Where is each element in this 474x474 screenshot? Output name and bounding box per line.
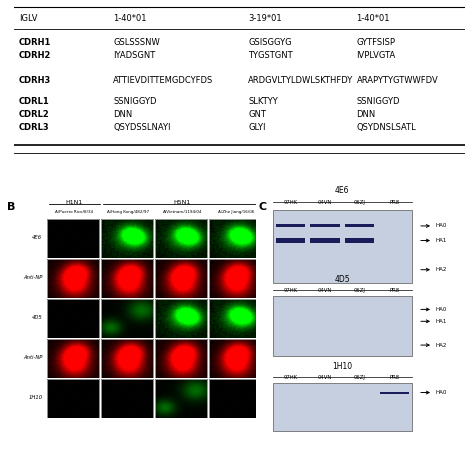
Text: PR8: PR8	[389, 200, 400, 205]
Text: HA1: HA1	[435, 319, 447, 324]
Bar	[345, 238, 374, 243]
Text: 06ZJ: 06ZJ	[354, 288, 365, 293]
Text: 4E6: 4E6	[32, 236, 43, 240]
Text: Anti-NP: Anti-NP	[23, 356, 43, 360]
Text: ARDGVLTYLDWLSKTHFDY: ARDGVLTYLDWLSKTHFDY	[248, 76, 354, 85]
Text: 1H10: 1H10	[28, 395, 43, 401]
Text: 4D5: 4D5	[32, 316, 43, 320]
Text: HA0: HA0	[435, 390, 447, 395]
Text: IVPLVGTA: IVPLVGTA	[356, 52, 396, 60]
Bar	[273, 296, 411, 356]
Text: SSNIGGYD: SSNIGGYD	[356, 97, 400, 106]
Bar	[210, 259, 262, 298]
Bar	[210, 219, 262, 258]
Bar	[155, 339, 208, 378]
Text: TYGSTGNT: TYGSTGNT	[248, 52, 293, 60]
Text: 06ZJ: 06ZJ	[354, 200, 365, 205]
Bar	[101, 379, 154, 418]
Text: HA2: HA2	[435, 267, 447, 272]
Text: GNT: GNT	[248, 110, 266, 119]
Text: 1-40*01: 1-40*01	[356, 14, 390, 22]
Bar	[101, 259, 154, 298]
Bar	[47, 339, 100, 378]
Bar	[276, 238, 305, 243]
Text: 97HK: 97HK	[283, 200, 297, 205]
Text: B: B	[7, 202, 16, 212]
Bar	[210, 339, 262, 378]
Text: CDRH1: CDRH1	[18, 38, 51, 47]
Bar	[47, 259, 100, 298]
Bar	[273, 210, 411, 283]
Bar	[155, 259, 208, 298]
Text: SLKTYY: SLKTYY	[248, 97, 278, 106]
Text: 1-40*01: 1-40*01	[113, 14, 147, 22]
Text: SSNIGGYD: SSNIGGYD	[113, 97, 157, 106]
Text: GSLSSSNW: GSLSSSNW	[113, 38, 160, 47]
Text: DNN: DNN	[356, 110, 376, 119]
Text: 04VN: 04VN	[318, 288, 332, 293]
Text: GYTFSISP: GYTFSISP	[356, 38, 395, 47]
Bar	[155, 379, 208, 418]
Bar	[47, 219, 100, 258]
Text: ATTIEVDITTEMGDCYFDS: ATTIEVDITTEMGDCYFDS	[113, 76, 213, 85]
Text: ARAPYTYGTWWFDV: ARAPYTYGTWWFDV	[356, 76, 438, 85]
Bar	[273, 383, 411, 431]
Text: C: C	[258, 202, 266, 212]
Text: PR8: PR8	[389, 374, 400, 380]
Text: DNN: DNN	[113, 110, 133, 119]
Bar	[47, 299, 100, 338]
Text: IYADSGNT: IYADSGNT	[113, 52, 155, 60]
Bar	[210, 299, 262, 338]
Text: H5N1: H5N1	[174, 201, 191, 205]
Text: PR8: PR8	[389, 288, 400, 293]
Text: GLYI: GLYI	[248, 124, 266, 132]
Bar	[310, 238, 339, 243]
Bar	[101, 339, 154, 378]
Text: CDRL2: CDRL2	[18, 110, 49, 119]
Text: QSYDNSLSATL: QSYDNSLSATL	[356, 124, 416, 132]
Text: QSYDSSLNAYI: QSYDSSLNAYI	[113, 124, 171, 132]
Text: CDRL3: CDRL3	[18, 124, 49, 132]
Text: CDRH2: CDRH2	[18, 52, 51, 60]
Bar	[101, 219, 154, 258]
Bar	[380, 392, 409, 393]
Bar	[155, 299, 208, 338]
Text: 97HK: 97HK	[283, 288, 297, 293]
Text: HA0: HA0	[435, 307, 447, 312]
Bar	[345, 225, 374, 228]
Text: A/Puerto Rico/8/34: A/Puerto Rico/8/34	[55, 210, 93, 214]
Text: 04VN: 04VN	[318, 374, 332, 380]
Text: 06ZJ: 06ZJ	[354, 374, 365, 380]
Text: 97HK: 97HK	[283, 374, 297, 380]
Text: A/Vietnam/1194/04: A/Vietnam/1194/04	[163, 210, 202, 214]
Text: IGLV: IGLV	[18, 14, 37, 22]
Text: 04VN: 04VN	[318, 200, 332, 205]
Text: Anti-NP: Anti-NP	[23, 275, 43, 281]
Bar	[155, 219, 208, 258]
Text: 4D5: 4D5	[335, 275, 350, 284]
Text: 1H10: 1H10	[332, 362, 352, 371]
Bar	[47, 379, 100, 418]
Bar	[276, 225, 305, 228]
Text: HA1: HA1	[435, 238, 447, 243]
Text: H1N1: H1N1	[66, 201, 83, 205]
Text: 3-19*01: 3-19*01	[248, 14, 282, 22]
Bar	[310, 225, 339, 228]
Text: HA0: HA0	[435, 223, 447, 228]
Bar	[101, 299, 154, 338]
Text: A/Zhe Jiang/16/06: A/Zhe Jiang/16/06	[218, 210, 255, 214]
Text: GSISGGYG: GSISGGYG	[248, 38, 292, 47]
Text: A/Hong Kong/482/97: A/Hong Kong/482/97	[108, 210, 149, 214]
Text: CDRH3: CDRH3	[18, 76, 51, 85]
Text: HA2: HA2	[435, 343, 447, 347]
Text: CDRL1: CDRL1	[18, 97, 49, 106]
Text: 4E6: 4E6	[335, 186, 350, 195]
Bar	[210, 379, 262, 418]
